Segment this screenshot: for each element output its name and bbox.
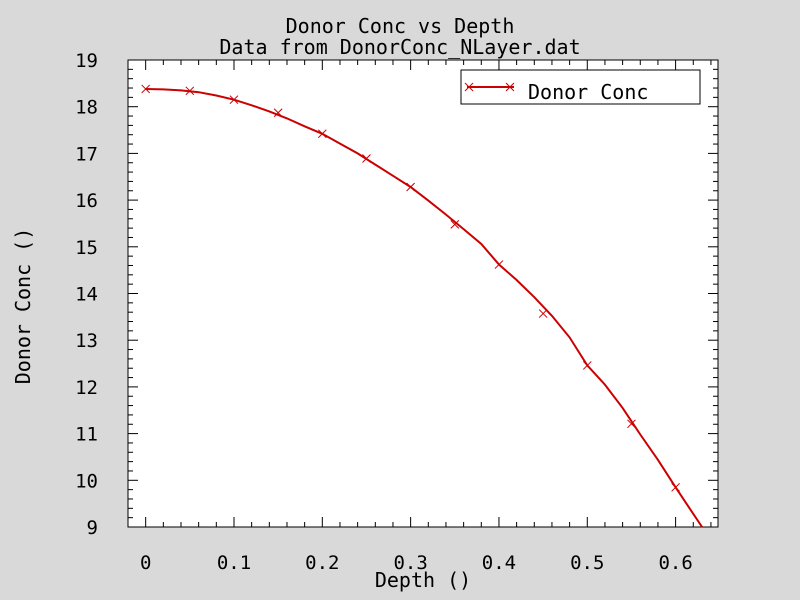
- x-tick-label: 0.3: [393, 552, 427, 574]
- y-tick-label: 14: [75, 284, 98, 306]
- legend: Donor Conc: [460, 69, 701, 105]
- data-point-marker: [582, 361, 592, 370]
- data-point-marker: [273, 108, 283, 118]
- legend-marker-group: [464, 82, 515, 92]
- y-tick-label: 9: [87, 517, 98, 539]
- x-tick-label: 0.5: [570, 552, 604, 574]
- y-axis-label: Donor Conc (): [11, 228, 35, 385]
- series-layer: [141, 84, 703, 528]
- x-axis-label: Depth (): [375, 568, 471, 592]
- tick-labels: 0 0.1 0.2 0.3 0.4 0.5 0.6 9 10 11 12 13 14 15 16 17 18 19: [75, 50, 693, 574]
- y-tick-label: 10: [75, 470, 98, 492]
- plot-frame: [127, 59, 719, 528]
- x-tick-label: 0.1: [217, 552, 251, 574]
- y-tick-label: 18: [75, 97, 98, 119]
- x-tick-label: 0.2: [305, 552, 339, 574]
- data-point-marker: [464, 82, 474, 92]
- y-tick-label: 13: [75, 330, 98, 352]
- data-point-marker: [185, 86, 195, 96]
- chart-title: Donor Conc vs Depth: [286, 14, 515, 38]
- plot-area: [128, 60, 718, 527]
- data-point-marker: [317, 129, 327, 139]
- data-point-marker: [450, 220, 460, 229]
- chart-subtitle: Data from DonorConc_NLayer.dat: [219, 35, 580, 59]
- data-point-marker: [229, 95, 239, 105]
- x-tick-label: 0.6: [658, 552, 692, 574]
- data-point-marker: [406, 182, 415, 192]
- axis-ticks: [127, 59, 718, 528]
- y-tick-label: 16: [75, 190, 98, 212]
- series-line: [145, 88, 703, 528]
- y-tick-label: 12: [75, 377, 98, 399]
- x-tick-label: 0: [140, 552, 151, 574]
- data-point-marker: [627, 419, 636, 429]
- x-tick-label: 0.4: [482, 552, 516, 574]
- y-tick-label: 15: [75, 237, 98, 259]
- data-point-marker: [538, 309, 548, 318]
- data-point-marker: [671, 482, 680, 492]
- data-point-marker: [362, 154, 371, 163]
- y-tick-label: 17: [75, 143, 98, 165]
- y-tick-label: 19: [75, 50, 98, 72]
- y-tick-label: 11: [75, 424, 98, 446]
- data-point-marker: [141, 84, 151, 94]
- data-point-marker: [494, 260, 504, 269]
- data-point-marker: [505, 82, 515, 92]
- legend-label: Donor Conc: [528, 80, 648, 104]
